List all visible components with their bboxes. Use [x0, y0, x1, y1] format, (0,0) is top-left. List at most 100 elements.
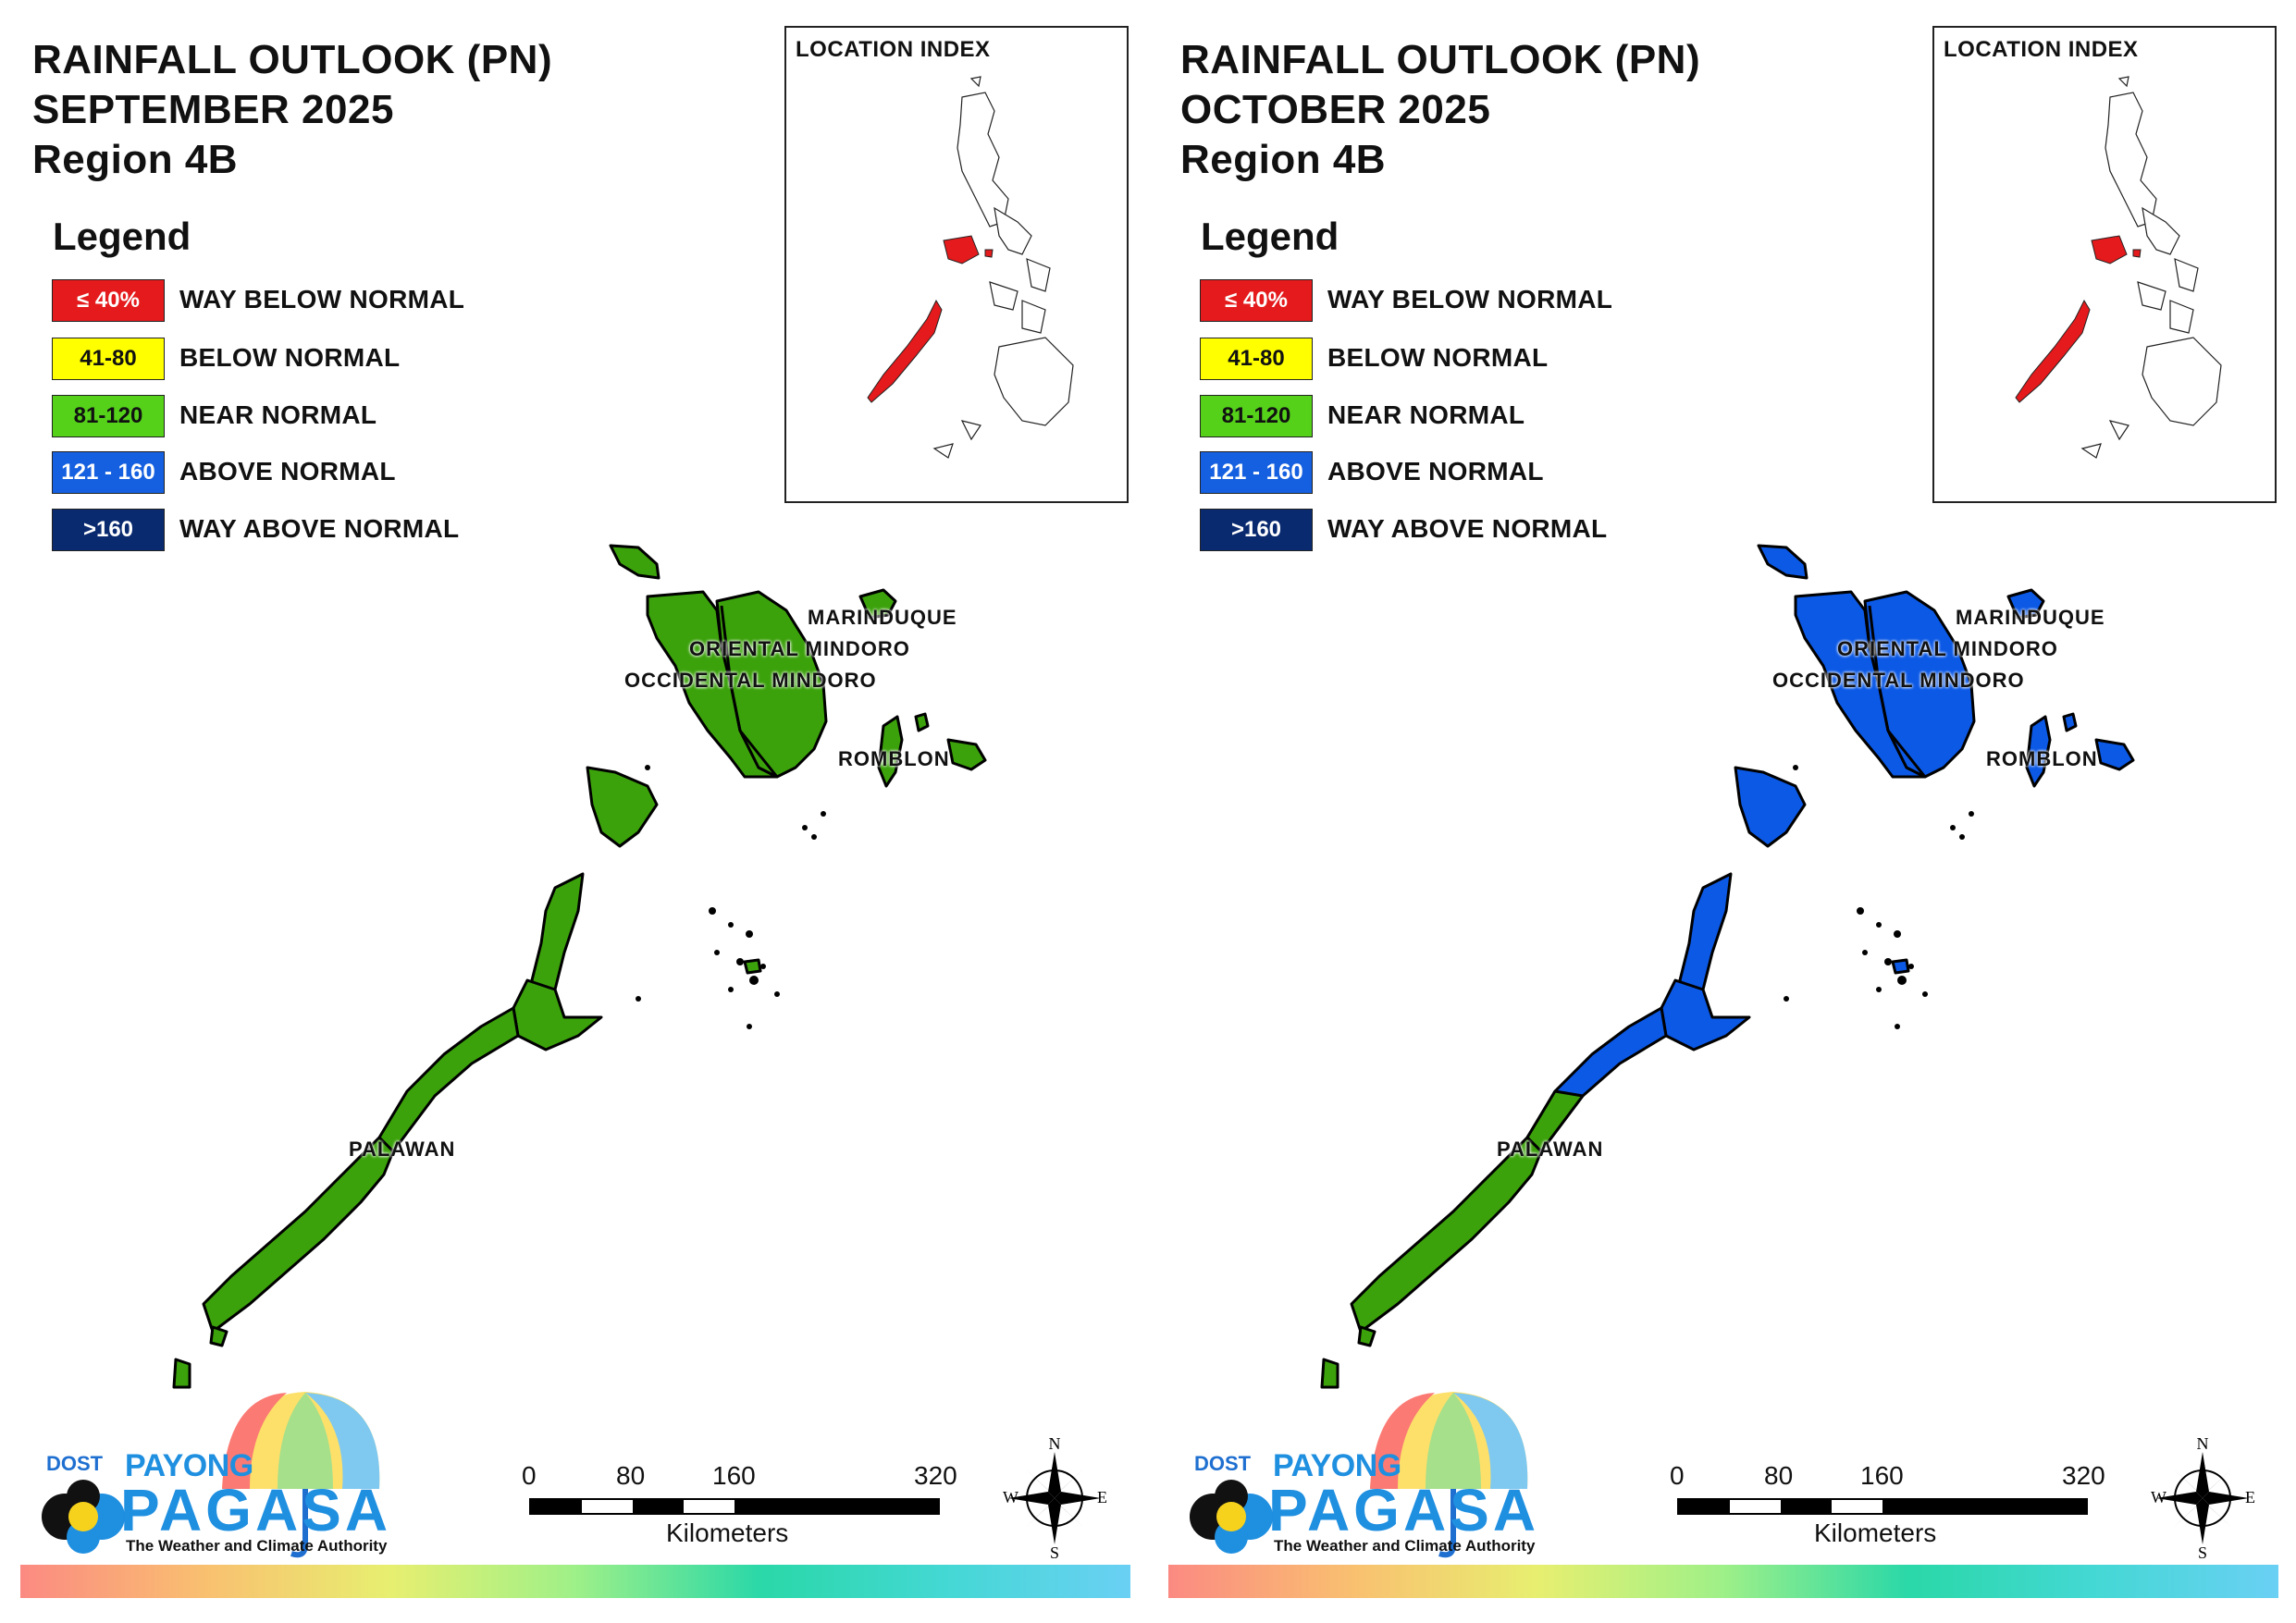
compass-east: E — [2245, 1488, 2255, 1506]
legend-swatch: 41-80 — [52, 338, 165, 380]
legend-item-way-above-normal: >160 WAY ABOVE NORMAL — [52, 509, 533, 551]
location-index-title: LOCATION INDEX — [796, 37, 991, 62]
scale-bar: 0 80 160 320 Kilometers — [522, 1461, 957, 1563]
compass-south: S — [1050, 1543, 1059, 1558]
marinduque-shape — [2006, 588, 2045, 620]
footer-gradient-bar — [20, 1565, 1130, 1598]
lubang-island — [1757, 544, 1808, 580]
title-line-3: Region 4B — [1180, 137, 1387, 182]
scale-tick: 80 — [616, 1461, 646, 1490]
philippines-index-map — [2015, 76, 2222, 459]
title-line-2: SEPTEMBER 2025 — [32, 87, 394, 132]
philippines-index-map — [867, 76, 1074, 459]
legend-item-above-normal: 121 - 160 ABOVE NORMAL — [1200, 451, 1681, 494]
palawan-north-east-shape — [512, 978, 603, 1051]
legend-label: WAY BELOW NORMAL — [179, 285, 465, 314]
payong-pagasa-logo: DOST PAYONG PAGASA The Weather and Clima… — [28, 1387, 398, 1568]
legend-swatch: >160 — [1200, 509, 1313, 551]
calamian-shape — [586, 766, 659, 848]
scale-tick: 160 — [712, 1461, 756, 1490]
region-label-palawan: PALAWAN — [349, 1137, 456, 1161]
romblon-sibuyan-shape — [946, 738, 987, 771]
outlook-panel-october: RAINFALL OUTLOOK (PN) OCTOBER 2025 Regio… — [1148, 0, 2296, 1623]
payong-pagasa-logo: DOST PAYONG PAGASA The Weather and Clima… — [1176, 1387, 1546, 1568]
scale-bar-graphic — [529, 1498, 940, 1515]
legend-swatch: 121 - 160 — [1200, 451, 1313, 494]
scale-tick: 320 — [2062, 1461, 2105, 1490]
title-line-1: RAINFALL OUTLOOK (PN) — [1180, 37, 1701, 82]
logo-dost-text: DOST — [1194, 1452, 1252, 1475]
legend-label: NEAR NORMAL — [1327, 400, 1525, 429]
compass-west: W — [2151, 1488, 2166, 1506]
footer-gradient-bar — [1168, 1565, 2278, 1598]
legend-item-below-normal: 41-80 BELOW NORMAL — [1200, 338, 1681, 380]
pagasa-umbrella-logo — [42, 1392, 380, 1558]
scale-tick: 160 — [1860, 1461, 1904, 1490]
legend-label: BELOW NORMAL — [179, 343, 401, 372]
scale-tick: 0 — [1670, 1461, 1685, 1490]
region-label-romblon: ROMBLON — [838, 747, 950, 770]
scale-bar: 0 80 160 320 Kilometers — [1670, 1461, 2105, 1563]
legend-item-way-below-normal: ≤ 40% WAY BELOW NORMAL — [52, 279, 533, 322]
calamian-shape — [1734, 766, 1807, 848]
legend-item-way-above-normal: >160 WAY ABOVE NORMAL — [1200, 509, 1681, 551]
legend-title: Legend — [1201, 215, 1339, 258]
region-4b-map — [1320, 544, 2135, 1389]
region-label-oriental-mindoro: ORIENTAL MINDORO — [1837, 637, 2058, 660]
romblon-romblon-shape — [2062, 712, 2078, 732]
legend-label: NEAR NORMAL — [179, 400, 377, 429]
legend-swatch: 121 - 160 — [52, 451, 165, 494]
outlook-panel-september: RAINFALL OUTLOOK (PN) SEPTEMBER 2025 Reg… — [20, 26, 1130, 1598]
balabac-shape — [209, 1325, 228, 1347]
romblon-tablas-shape — [2025, 715, 2052, 788]
location-index-inset: LOCATION INDEX — [1932, 26, 2277, 503]
legend-swatch: ≤ 40% — [52, 279, 165, 322]
legend-swatch: ≤ 40% — [1200, 279, 1313, 322]
scale-bar-graphic — [1677, 1498, 2088, 1515]
compass-south: S — [2198, 1543, 2207, 1558]
legend-item-near-normal: 81-120 NEAR NORMAL — [52, 395, 533, 437]
region-label-palawan: PALAWAN — [1497, 1137, 1604, 1161]
title-line-2: OCTOBER 2025 — [1180, 87, 1491, 132]
compass-icon: N S W E — [2151, 1434, 2255, 1562]
map-title: RAINFALL OUTLOOK (PN) SEPTEMBER 2025 Reg… — [32, 35, 552, 185]
logo-payong-text: PAYONG — [125, 1448, 253, 1483]
logo-payong-text: PAYONG — [1273, 1448, 1401, 1483]
legend-item-way-below-normal: ≤ 40% WAY BELOW NORMAL — [1200, 279, 1681, 322]
location-index-inset: LOCATION INDEX — [784, 26, 1129, 503]
legend-label: ABOVE NORMAL — [179, 457, 396, 486]
region-label-oriental-mindoro: ORIENTAL MINDORO — [689, 637, 910, 660]
title-line-3: Region 4B — [32, 137, 239, 182]
legend-swatch: 81-120 — [52, 395, 165, 437]
logo-pagasa-text: PAGASA — [120, 1477, 392, 1543]
marinduque-shape — [858, 588, 897, 620]
compass-north: N — [1049, 1438, 1061, 1453]
region-label-occidental-mindoro: OCCIDENTAL MINDORO — [624, 669, 877, 692]
palawan-central-shape — [377, 1006, 520, 1153]
legend-swatch: 81-120 — [1200, 395, 1313, 437]
region-label-romblon: ROMBLON — [1986, 747, 2098, 770]
balabac-shape — [1357, 1325, 1376, 1347]
legend-label: WAY BELOW NORMAL — [1327, 285, 1613, 314]
region-label-marinduque: MARINDUQUE — [808, 606, 957, 629]
legend-item-below-normal: 41-80 BELOW NORMAL — [52, 338, 533, 380]
legend-item-near-normal: 81-120 NEAR NORMAL — [1200, 395, 1681, 437]
scale-tick: 320 — [914, 1461, 957, 1490]
logo-dost-text: DOST — [46, 1452, 104, 1475]
cuyo-islet-shape — [1891, 958, 1910, 975]
romblon-romblon-shape — [914, 712, 930, 732]
scale-tick: 80 — [1764, 1461, 1794, 1490]
legend-label: WAY ABOVE NORMAL — [179, 514, 460, 543]
logo-tagline: The Weather and Climate Authority — [1274, 1537, 1536, 1555]
legend-label: BELOW NORMAL — [1327, 343, 1549, 372]
compass-rose: N S W E — [999, 1434, 1110, 1563]
romblon-sibuyan-shape — [2094, 738, 2135, 771]
location-index-title: LOCATION INDEX — [1944, 37, 2139, 62]
scale-unit-label: Kilometers — [666, 1518, 789, 1547]
legend-label: WAY ABOVE NORMAL — [1327, 514, 1608, 543]
legend-label: ABOVE NORMAL — [1327, 457, 1544, 486]
legend-title: Legend — [53, 215, 191, 258]
compass-north: N — [2197, 1438, 2209, 1453]
region-label-marinduque: MARINDUQUE — [1956, 606, 2105, 629]
title-line-1: RAINFALL OUTLOOK (PN) — [32, 37, 553, 82]
